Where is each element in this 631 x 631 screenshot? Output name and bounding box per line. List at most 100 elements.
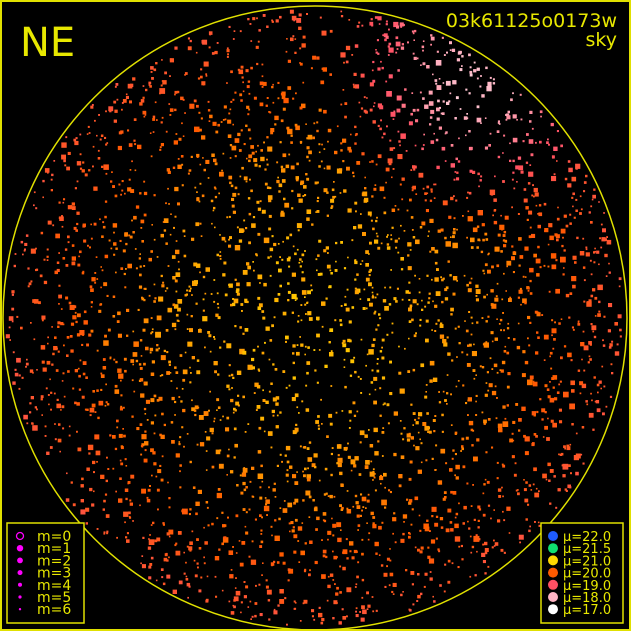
star-point [450,236,452,238]
star-point [320,160,323,163]
star-point [295,125,300,131]
star-point [38,301,41,305]
star-point [522,140,525,143]
star-point [588,355,591,358]
star-point [436,117,440,121]
star-point [368,270,371,273]
star-point [193,559,196,562]
star-point [119,459,122,462]
star-point [307,134,313,140]
star-point [170,380,173,382]
star-point [429,530,431,532]
star-point [347,208,352,213]
star-point [141,564,146,569]
star-point [497,488,502,492]
star-point [58,423,61,426]
star-point [234,325,237,328]
star-point [561,464,564,467]
star-point [156,344,159,347]
star-point [473,61,476,64]
star-point [103,499,106,503]
star-point [523,479,525,481]
star-point [447,260,450,263]
star-point [529,110,533,114]
star-point [39,274,43,278]
star-point [318,239,322,243]
star-point [263,237,270,244]
star-point [108,239,111,242]
star-point [234,443,238,448]
star-point [56,268,60,272]
star-point [394,541,397,544]
star-point [199,128,202,132]
star-point [343,267,347,270]
star-point [143,265,146,267]
star-point [339,323,343,327]
star-point [444,288,448,292]
star-point [270,131,274,135]
star-point [382,299,387,303]
star-point [283,197,286,201]
star-point [123,272,126,276]
star-point [150,332,153,335]
magnitude-marker [17,570,23,576]
star-point [283,500,286,502]
star-point [112,295,116,298]
star-point [372,79,376,83]
star-point [528,171,534,177]
star-point [547,265,550,268]
star-point [409,198,412,202]
star-point [412,368,416,372]
star-point [297,315,300,317]
star-point [548,143,550,146]
star-point [228,244,232,248]
star-point [140,444,144,448]
star-point [167,307,173,313]
star-point [541,418,544,421]
star-point [66,472,68,475]
star-point [240,129,243,132]
star-point [160,233,164,238]
star-point [545,478,548,481]
star-point [381,376,386,380]
star-point [571,276,577,282]
star-point [235,590,241,596]
star-point [384,585,387,588]
star-point [396,25,400,29]
star-point [488,144,491,147]
star-point [469,70,473,74]
star-point [103,532,106,535]
star-point [330,452,333,456]
star-point [562,236,564,239]
star-point [99,303,102,306]
star-point [316,381,319,384]
star-point [316,516,320,521]
star-point [420,546,424,550]
star-point [113,100,117,104]
star-point [601,237,606,242]
star-point [356,25,360,28]
star-point [168,203,170,205]
star-point [298,13,302,17]
star-point [462,522,465,525]
star-point [371,296,375,299]
star-point [239,30,242,33]
star-point [388,74,393,79]
star-point [440,526,444,529]
star-point [273,482,276,485]
star-point [222,152,225,155]
star-point [275,396,280,400]
star-point [189,328,193,333]
star-point [432,595,434,598]
star-point [339,471,343,476]
star-point [308,159,311,162]
star-point [256,200,260,204]
star-point [572,192,575,196]
star-point [375,232,378,235]
star-point [151,360,155,364]
star-point [568,167,573,173]
star-point [148,81,152,85]
star-point [77,447,82,452]
star-point [402,514,408,519]
star-point [273,560,276,563]
